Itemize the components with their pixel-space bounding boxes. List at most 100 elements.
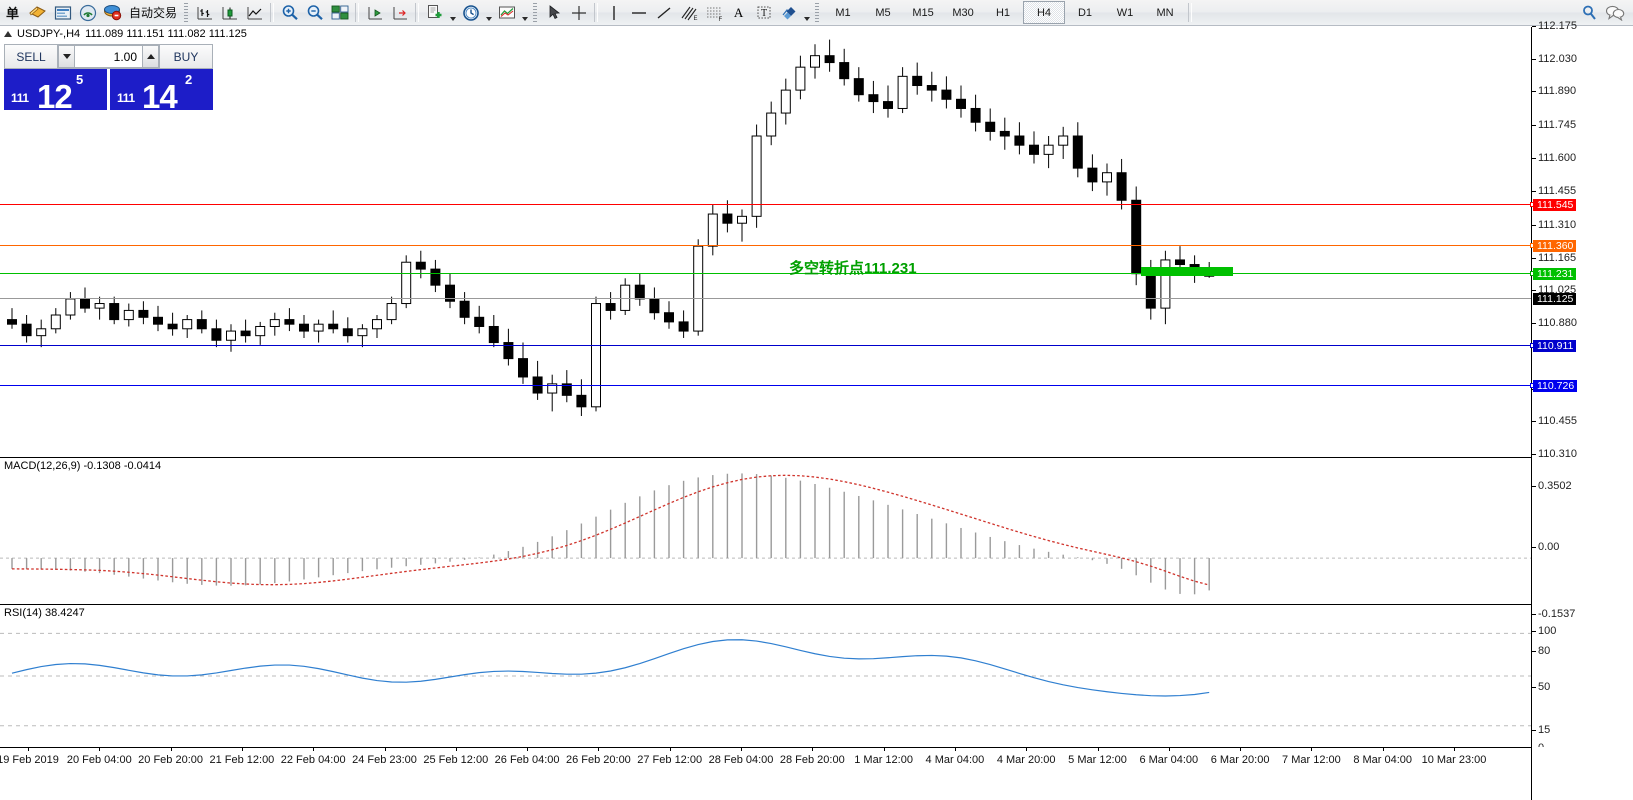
buy-button-label[interactable]: BUY (159, 44, 213, 69)
volume-decrease-icon[interactable] (58, 45, 75, 68)
timeframe-m5[interactable]: M5 (875, 6, 891, 19)
zoom-out-icon[interactable] (302, 1, 327, 24)
price-tick-label: 111.310 (1538, 218, 1577, 231)
price-line-110-911[interactable] (0, 343, 1535, 348)
time-tick-label: 21 Feb 12:00 (209, 754, 275, 766)
chart-expand-icon[interactable] (4, 30, 12, 37)
one-click-trading-panel[interactable]: SELL 1.00 BUY 111 12 5 111 14 2 (4, 44, 213, 110)
price-line-110-726[interactable] (0, 383, 1535, 388)
one-click-controls: SELL 1.00 BUY (4, 44, 213, 69)
chart-header: USDJPY-,H4 111.089 111.151 111.082 111.1… (0, 26, 247, 41)
price-line-111-231[interactable] (0, 271, 1535, 276)
chart-annotation-text[interactable]: 多空转折点111.231 (789, 260, 917, 277)
candlestick-chart-icon[interactable] (217, 1, 242, 24)
price-line-111-360[interactable] (0, 243, 1535, 248)
shapes-dropdown-arrow[interactable] (801, 0, 812, 28)
price-label-resistance-red[interactable]: 111.545 (1533, 199, 1577, 211)
buy-price-button[interactable]: 111 14 2 (110, 69, 213, 110)
horizontal-line-icon[interactable] (626, 1, 651, 24)
toolbar-separator (594, 3, 599, 22)
tick-dash (1532, 323, 1536, 325)
time-tick-label: 4 Mar 20:00 (996, 754, 1056, 766)
toolbar-grip[interactable] (532, 3, 540, 22)
expert-advisor-icon[interactable] (25, 1, 50, 24)
zoom-in-icon[interactable] (277, 1, 302, 24)
time-tick-label: 28 Feb 20:00 (779, 754, 845, 766)
time-tick-mark (741, 748, 742, 751)
price-tick-label: 110.310 (1538, 448, 1577, 460)
time-tick-mark (1382, 748, 1384, 751)
bar-chart-icon[interactable] (192, 1, 217, 24)
buy-price-fraction: 2 (185, 72, 193, 87)
price-scale[interactable]: 112.175 112.030 111.890 111.745 111.600 111.4… (1531, 20, 1633, 754)
chart-symbol-label: USDJPY-,H4 (17, 27, 81, 40)
chart-shift-icon[interactable] (387, 1, 412, 24)
time-tick-mark (384, 748, 386, 751)
autoscroll-icon[interactable] (362, 1, 387, 24)
line-chart-icon[interactable] (242, 1, 267, 24)
tick-dash (1532, 420, 1536, 422)
chat-icon[interactable] (1602, 1, 1627, 24)
tick-dash (1532, 224, 1536, 226)
macd-pane[interactable]: MACD(12,26,9) -0.1308 -0.0414 (0, 457, 1531, 602)
price-pane[interactable] (0, 27, 1531, 455)
tile-windows-icon[interactable] (327, 1, 352, 24)
periods-icon[interactable] (458, 1, 483, 24)
indicators-dropdown-arrow[interactable] (447, 0, 458, 28)
sell-button-label[interactable]: SELL (4, 44, 58, 69)
indicators-icon[interactable] (422, 1, 447, 24)
text-tool-icon[interactable]: A (733, 4, 744, 20)
timeframe-mn[interactable]: MN (1156, 6, 1174, 19)
timeframe-m30[interactable]: M30 (952, 6, 974, 19)
metaquotes-id-icon[interactable] (75, 1, 100, 24)
time-tick-label: 19 Feb 2019 (0, 754, 59, 766)
indicator-tick-label: 15 (1538, 724, 1551, 736)
autotrading-icon[interactable] (100, 1, 125, 24)
vertical-line-icon[interactable] (601, 1, 626, 24)
svg-text:E: E (693, 16, 697, 22)
equidistant-channel-icon[interactable]: E (676, 1, 701, 24)
pivot-zone-marker[interactable] (1141, 267, 1233, 276)
templates-icon[interactable] (494, 1, 519, 24)
price-line-111-545[interactable] (0, 202, 1535, 207)
price-label-current-price[interactable]: 111.125 (1533, 293, 1577, 305)
time-axis[interactable]: 19 Feb 2019 20 Feb 04:00 20 Feb 20:00 21 Fe… (0, 747, 1531, 773)
time-tick-mark (241, 748, 243, 751)
search-icon[interactable] (1577, 1, 1602, 24)
templates-dropdown-arrow[interactable] (519, 0, 530, 28)
volume-stepper[interactable]: 1.00 (58, 44, 159, 69)
timeframe-h1[interactable]: H1 (995, 6, 1011, 19)
price-tick-label: 111.165 (1538, 251, 1577, 264)
sell-price-button[interactable]: 111 12 5 (4, 69, 107, 110)
periods-dropdown-arrow[interactable] (483, 0, 494, 28)
sell-price-fraction: 5 (76, 72, 84, 87)
tick-dash (1532, 91, 1536, 93)
volume-input[interactable]: 1.00 (75, 45, 142, 68)
text-label-icon[interactable]: T (751, 1, 776, 24)
tick-dash (1532, 614, 1536, 615)
fibonacci-retracement-icon[interactable]: F (701, 1, 726, 24)
toolbar-grip[interactable] (183, 3, 191, 22)
timeframe-m1[interactable]: M1 (835, 6, 851, 19)
timeframe-h4[interactable]: H4 (1023, 1, 1066, 24)
crosshair-icon[interactable] (566, 1, 591, 24)
svg-text:F: F (718, 17, 722, 22)
rsi-pane[interactable]: RSI(14) 38.4247 (0, 604, 1531, 747)
terminal-icon[interactable] (50, 1, 75, 24)
price-label-support-blue-2[interactable]: 110.726 (1533, 380, 1578, 392)
toolbar-grip[interactable] (814, 3, 822, 22)
trendline-icon[interactable] (651, 1, 676, 24)
time-tick-mark (954, 748, 956, 751)
price-label-support-blue-1[interactable]: 110.911 (1533, 340, 1577, 352)
timeframe-w1[interactable]: W1 (1116, 6, 1134, 19)
timeframe-m15[interactable]: M15 (912, 6, 934, 19)
timeframe-d1[interactable]: D1 (1077, 6, 1093, 19)
price-label-pivot-green[interactable]: 111.231 (1533, 268, 1577, 280)
price-label-resistance-orange[interactable]: 111.360 (1533, 240, 1577, 252)
shapes-icon[interactable] (776, 1, 801, 24)
volume-increase-icon[interactable] (142, 45, 159, 68)
autotrading-label[interactable]: 自动交易 (129, 6, 178, 20)
toolbar-separator (1188, 3, 1193, 22)
new-order-icon[interactable]: 单 (5, 6, 19, 21)
cursor-icon[interactable] (541, 1, 566, 24)
